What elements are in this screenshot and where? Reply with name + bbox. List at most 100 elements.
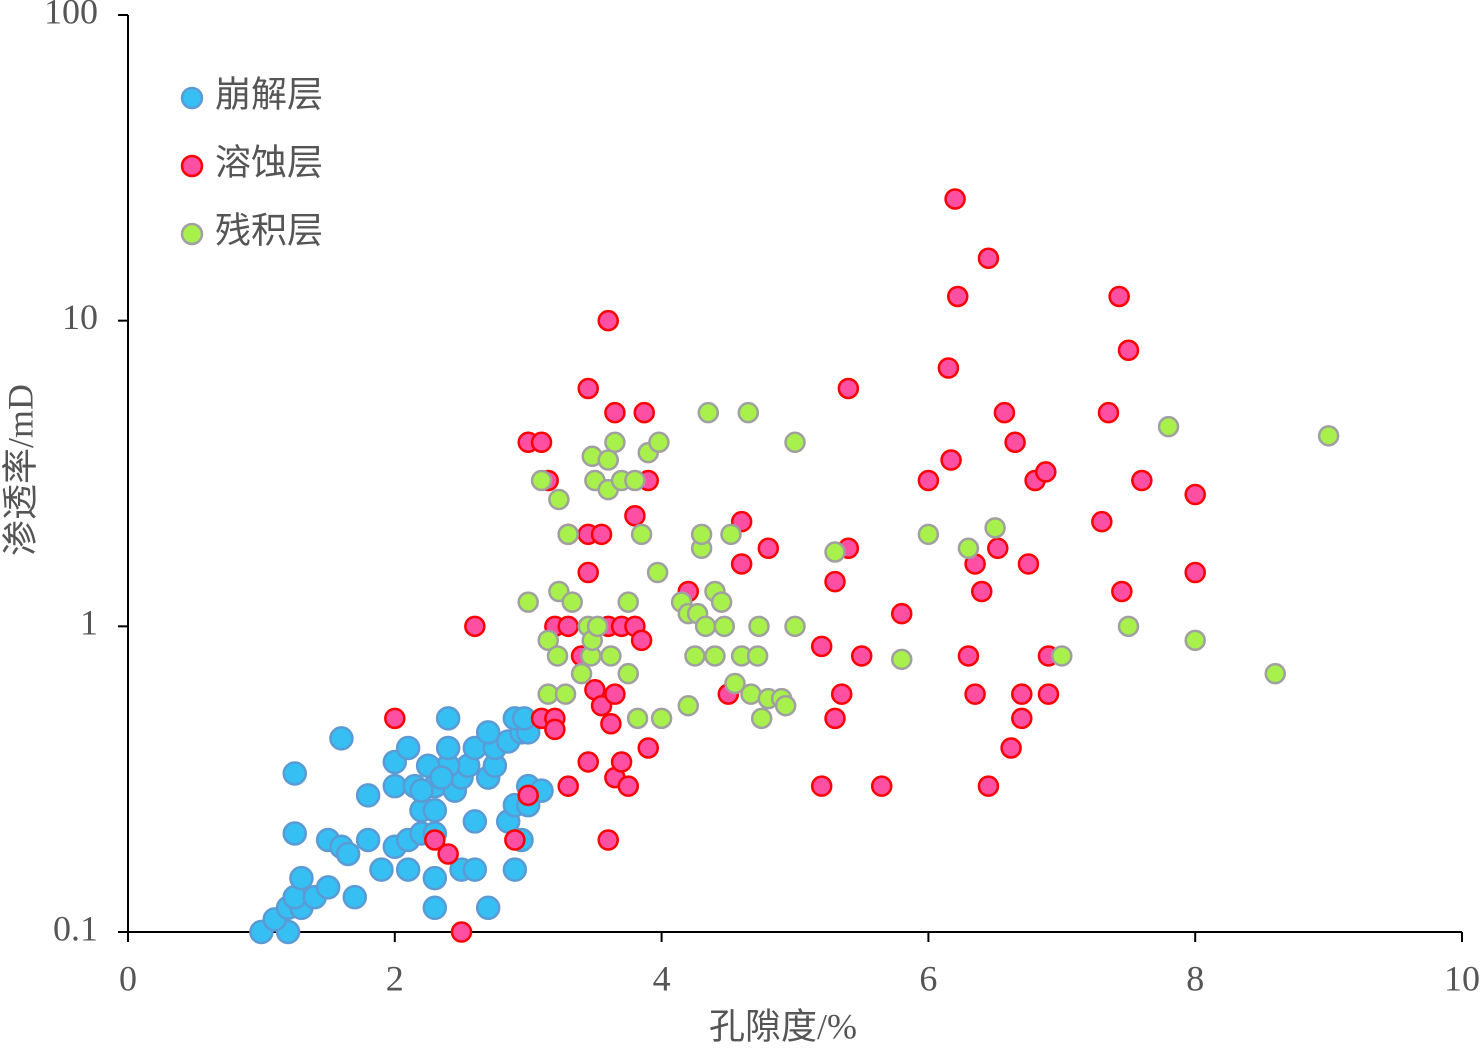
point <box>704 645 726 667</box>
point <box>837 377 860 400</box>
point <box>1017 553 1040 575</box>
point <box>557 615 579 638</box>
point <box>282 761 307 786</box>
point <box>1184 629 1206 652</box>
point <box>604 431 626 454</box>
point <box>577 377 599 400</box>
point <box>289 865 314 891</box>
point <box>1131 469 1153 492</box>
point <box>315 875 341 900</box>
point <box>329 726 354 751</box>
point <box>746 645 769 667</box>
point <box>690 523 713 546</box>
x-tick-label: 4 <box>653 958 671 998</box>
point <box>435 706 461 731</box>
point <box>624 469 646 492</box>
point <box>1035 461 1057 483</box>
point <box>384 707 406 730</box>
x-axis-label: 孔隙度/% <box>709 1006 857 1046</box>
point <box>464 615 486 638</box>
point <box>810 635 833 658</box>
point <box>917 469 940 492</box>
point <box>422 895 448 921</box>
point <box>637 737 660 759</box>
point <box>630 629 653 652</box>
point <box>720 523 742 546</box>
point <box>1264 662 1286 685</box>
point <box>830 683 853 705</box>
point <box>971 580 993 603</box>
point <box>677 694 700 717</box>
point <box>369 857 394 882</box>
point <box>530 469 553 492</box>
point <box>435 735 461 761</box>
point <box>824 541 846 563</box>
point <box>964 683 986 705</box>
point <box>984 517 1006 539</box>
point <box>784 431 806 454</box>
point <box>710 591 733 613</box>
point <box>395 857 421 882</box>
point <box>395 735 421 761</box>
point <box>648 431 670 454</box>
point <box>1157 415 1180 438</box>
point <box>977 775 1000 797</box>
point <box>604 683 626 705</box>
point <box>577 751 599 773</box>
point <box>987 537 1009 560</box>
point <box>561 591 583 613</box>
y-tick-label: 1 <box>80 603 98 643</box>
point <box>422 798 448 823</box>
point <box>335 841 361 867</box>
point <box>850 645 873 667</box>
legend-marker <box>180 86 204 110</box>
point <box>1117 339 1140 362</box>
point <box>730 553 753 575</box>
y-axis-label: 渗透率/mD <box>0 384 40 556</box>
point <box>517 784 539 807</box>
point <box>646 561 669 584</box>
point <box>517 591 539 613</box>
point <box>633 401 656 424</box>
point <box>604 401 626 424</box>
x-tick-label: 6 <box>919 958 937 998</box>
point <box>1091 510 1113 533</box>
point <box>1317 425 1340 447</box>
point <box>1097 401 1120 424</box>
point <box>977 247 1000 270</box>
x-tick-label: 10 <box>1444 958 1480 998</box>
y-tick-label: 10 <box>62 297 98 337</box>
point <box>740 683 762 705</box>
point <box>548 488 570 511</box>
point <box>870 775 893 797</box>
point <box>530 431 553 454</box>
point <box>810 775 833 797</box>
point <box>713 615 736 638</box>
point <box>475 895 501 921</box>
point <box>382 773 408 799</box>
point <box>757 537 780 560</box>
point <box>824 570 846 593</box>
point <box>429 765 454 790</box>
point <box>940 449 962 471</box>
point <box>1051 645 1073 667</box>
point <box>355 783 381 808</box>
point <box>544 718 566 741</box>
point <box>737 401 760 424</box>
point <box>724 672 746 695</box>
y-tick-label: 0.1 <box>53 908 98 948</box>
point <box>462 857 488 882</box>
x-tick-label: 0 <box>119 958 137 998</box>
point <box>824 707 846 730</box>
point <box>1111 580 1133 603</box>
point <box>624 505 646 527</box>
point <box>597 829 619 851</box>
point <box>1000 737 1022 759</box>
point <box>630 523 653 546</box>
point <box>590 523 613 546</box>
point <box>617 591 639 613</box>
point <box>1037 683 1060 705</box>
point <box>957 537 980 560</box>
legend-marker <box>180 154 204 178</box>
